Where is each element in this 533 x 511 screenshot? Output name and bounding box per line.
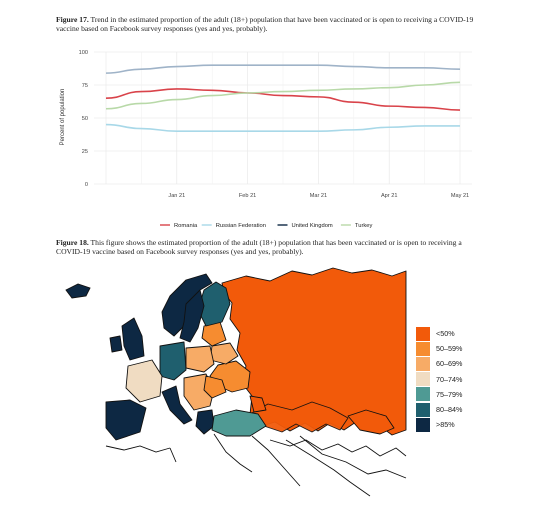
map-legend-item: >85% <box>416 417 462 432</box>
x-tick-label: Apr 21 <box>381 193 397 199</box>
figure-17-caption: Figure 17. Trend in the estimated propor… <box>56 15 476 34</box>
map-border-asia <box>269 439 407 457</box>
map-legend-label: 80–84% <box>436 405 463 415</box>
map-region-romania <box>203 375 227 399</box>
series-line-united-kingdom <box>105 64 461 74</box>
y-tick-label: 75 <box>82 83 88 89</box>
map-region-italy <box>161 385 193 425</box>
legend-label: Romania <box>174 223 198 229</box>
map-legend-item: <50% <box>416 326 462 341</box>
map-legend-item: 70–74% <box>416 372 462 387</box>
map-region-poland <box>185 345 215 373</box>
map-region-sweden <box>179 289 205 343</box>
figure-18-text: This figure shows the estimated proporti… <box>56 238 462 257</box>
map-legend-label: <50% <box>436 329 455 339</box>
y-axis-label: Percent of population <box>60 89 66 146</box>
map-region-ireland <box>109 335 123 353</box>
map-region-mongolia <box>347 409 395 435</box>
figure-18-label: Figure 18. <box>56 238 89 247</box>
series-line-romania <box>105 88 461 111</box>
chart-grid <box>94 51 472 185</box>
x-tick-label: Mar 21 <box>310 193 327 199</box>
x-tick-label: Feb 21 <box>239 193 256 199</box>
figure-18-caption: Figure 18. This figure shows the estimat… <box>56 238 476 257</box>
chart-legend: Romania Russian Federation United Kingdom T… <box>160 223 373 229</box>
map-border-middle-east <box>213 433 371 497</box>
map-region-germany <box>159 341 187 381</box>
map-legend-label: 50–59% <box>436 344 463 354</box>
legend-label: Turkey <box>355 223 373 229</box>
map-legend: <50% 50–59% 60–69% 70–74% 75–79% 80–84% >85% <box>416 326 462 432</box>
map-legend-swatch <box>416 417 430 432</box>
map-legend-label: >85% <box>436 420 455 430</box>
x-tick-label: Jan 21 <box>168 193 185 199</box>
y-tick-label: 100 <box>79 50 88 56</box>
map-legend-label: 60–69% <box>436 359 463 369</box>
line-chart: 0 25 50 75 100 Jan 21 Feb 21 Mar 21 Apr 21 May 2… <box>60 50 472 229</box>
map-legend-swatch <box>416 356 430 371</box>
map-region-france <box>125 359 163 403</box>
series-line-turkey <box>105 81 461 110</box>
map-legend-label: 75–79% <box>436 389 463 399</box>
map-border-africa <box>105 445 177 463</box>
map-region-uk <box>121 317 145 361</box>
map-legend-swatch <box>416 341 430 356</box>
map-region-greece <box>195 409 215 435</box>
map-legend-item: 75–79% <box>416 387 462 402</box>
map-legend-swatch <box>416 372 430 387</box>
y-tick-label: 25 <box>82 149 88 155</box>
map-region-belarus <box>209 342 239 365</box>
map-region-kazakhstan <box>249 401 349 433</box>
map-border-iran <box>299 435 407 479</box>
figure-17-text: Trend in the estimated proportion of the… <box>56 15 474 34</box>
y-tick-label: 50 <box>82 116 88 122</box>
map-legend-swatch <box>416 387 430 402</box>
map-legend-item: 80–84% <box>416 402 462 417</box>
map-region-iberia <box>105 399 147 441</box>
legend-label: Russian Federation <box>216 223 266 229</box>
legend-label: United Kingdom <box>292 223 333 229</box>
map-region-caucasus <box>249 395 267 413</box>
map-border-iceland <box>65 283 91 299</box>
map-legend-item: 60–69% <box>416 356 462 371</box>
map-legend-label: 70–74% <box>436 374 463 384</box>
map-legend-swatch <box>416 402 430 417</box>
series-line-russian-federation <box>105 123 460 132</box>
map-legend-item: 50–59% <box>416 341 462 356</box>
map-region-turkey <box>211 409 267 437</box>
figure-17-label: Figure 17. <box>56 15 89 24</box>
chart-series-lines <box>105 64 461 132</box>
x-axis-ticks: Jan 21 Feb 21 Mar 21 Apr 21 May 21 <box>168 193 469 199</box>
x-tick-label: May 21 <box>451 193 469 199</box>
map-legend-swatch <box>416 326 430 341</box>
y-tick-label: 0 <box>85 182 88 188</box>
y-axis-ticks: 0 25 50 75 100 <box>79 50 88 188</box>
